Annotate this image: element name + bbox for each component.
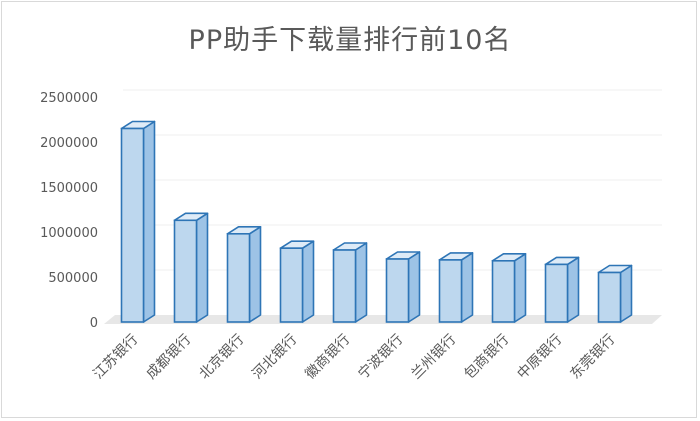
x-category-label: 成都银行 bbox=[143, 332, 194, 383]
bar-side bbox=[460, 252, 474, 323]
bar-front bbox=[597, 271, 622, 323]
bar-side bbox=[513, 253, 527, 323]
bar-front bbox=[279, 247, 304, 323]
x-category-label: 宁波银行 bbox=[355, 331, 407, 383]
bars bbox=[120, 120, 633, 323]
x-category-label: 北京银行 bbox=[196, 332, 247, 383]
x-category-label: 河北银行 bbox=[249, 332, 300, 383]
bar bbox=[385, 251, 421, 323]
x-category-label: 江苏银行 bbox=[90, 332, 141, 383]
bar-front bbox=[544, 263, 569, 323]
x-category-label: 兰州银行 bbox=[408, 332, 459, 383]
bar-front bbox=[438, 259, 463, 323]
bar bbox=[279, 240, 315, 323]
bar bbox=[226, 226, 262, 323]
bar bbox=[173, 212, 209, 323]
y-tick-label: 2500000 bbox=[40, 91, 98, 106]
x-category-label: 东莞银行 bbox=[567, 332, 618, 383]
bar-front bbox=[120, 127, 145, 323]
bar-front bbox=[173, 219, 198, 323]
bar bbox=[120, 120, 156, 323]
x-axis-labels: 江苏银行 成都银行 北京银行 河北银行 徽商银行 宁波银行 兰州银行 包商银行 中原银行 东莞银行 bbox=[90, 331, 618, 383]
y-tick-label: 1000000 bbox=[40, 226, 98, 241]
bar bbox=[597, 264, 633, 323]
y-tick-label: 2000000 bbox=[40, 136, 98, 151]
x-category-label: 包商银行 bbox=[461, 332, 512, 383]
x-category-label: 中原银行 bbox=[514, 332, 565, 383]
y-tick-label: 1500000 bbox=[40, 181, 98, 196]
chart-title: PP助手下载量排行前10名 bbox=[188, 25, 512, 56]
y-tick-label: 500000 bbox=[48, 271, 98, 286]
bar-side bbox=[301, 240, 315, 323]
y-axis-labels: 0 500000 1000000 1500000 2000000 2500000 bbox=[40, 91, 98, 331]
bar-side bbox=[407, 251, 421, 323]
bar-side bbox=[142, 120, 156, 323]
bar bbox=[491, 253, 527, 323]
bar bbox=[544, 256, 580, 323]
bar bbox=[438, 252, 474, 323]
bar-side bbox=[195, 212, 209, 323]
bar-front bbox=[385, 258, 410, 323]
bar-side bbox=[354, 242, 368, 323]
bar-front bbox=[332, 249, 357, 323]
bar-side bbox=[248, 226, 262, 323]
bar-side bbox=[619, 264, 633, 323]
x-category-label: 徽商银行 bbox=[302, 332, 353, 383]
bar bbox=[332, 242, 368, 323]
bar-front bbox=[491, 259, 516, 323]
bar-side bbox=[566, 256, 580, 323]
y-tick-label: 0 bbox=[90, 316, 98, 331]
bar-front bbox=[226, 233, 251, 323]
